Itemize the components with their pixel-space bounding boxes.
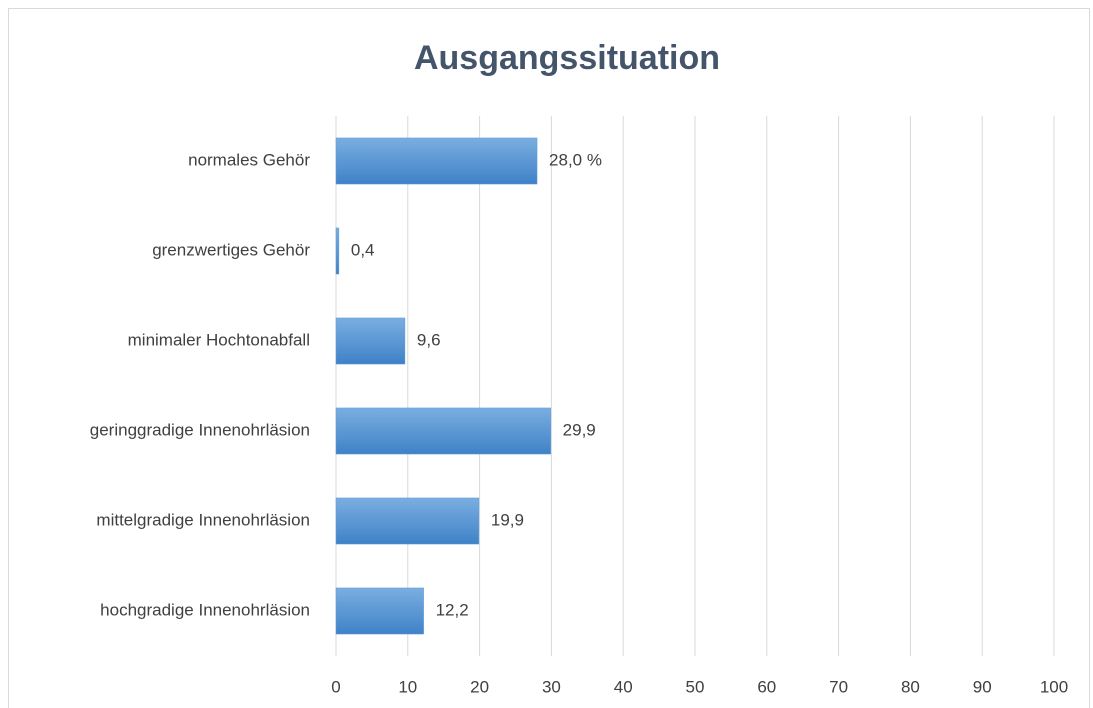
data-label: 12,2 <box>436 600 469 619</box>
x-tick-label: 40 <box>614 677 633 696</box>
bar <box>335 227 340 275</box>
y-tick-label: minimaler Hochtonabfall <box>128 330 310 349</box>
x-tick-label: 0 <box>331 677 340 696</box>
x-tick-label: 20 <box>470 677 489 696</box>
y-tick-label: geringgradige Innenohrläsion <box>90 420 310 439</box>
chart-title: Ausgangssituation <box>414 39 720 77</box>
x-tick-label: 10 <box>398 677 417 696</box>
x-tick-label: 90 <box>973 677 992 696</box>
data-label: 29,9 <box>563 420 596 439</box>
data-label: 0,4 <box>351 240 375 259</box>
x-tick-label: 100 <box>1040 677 1068 696</box>
x-tick-label: 30 <box>542 677 561 696</box>
bar <box>335 317 406 365</box>
y-tick-label: hochgradige Innenohrläsion <box>100 600 310 619</box>
chart-frame <box>8 8 1090 708</box>
bar <box>335 587 424 635</box>
x-tick-label: 60 <box>757 677 776 696</box>
x-tick-label: 70 <box>829 677 848 696</box>
data-label: 28,0 % <box>549 150 602 169</box>
bar <box>335 497 480 545</box>
y-tick-label: mittelgradige Innenohrläsion <box>96 510 310 529</box>
data-label: 19,9 <box>491 510 524 529</box>
y-tick-label: normales Gehör <box>188 150 310 169</box>
data-label: 9,6 <box>417 330 441 349</box>
bar <box>335 407 551 455</box>
x-tick-label: 50 <box>686 677 705 696</box>
x-tick-label: 80 <box>901 677 920 696</box>
y-tick-label: grenzwertiges Gehör <box>152 240 310 259</box>
bar <box>335 137 538 185</box>
